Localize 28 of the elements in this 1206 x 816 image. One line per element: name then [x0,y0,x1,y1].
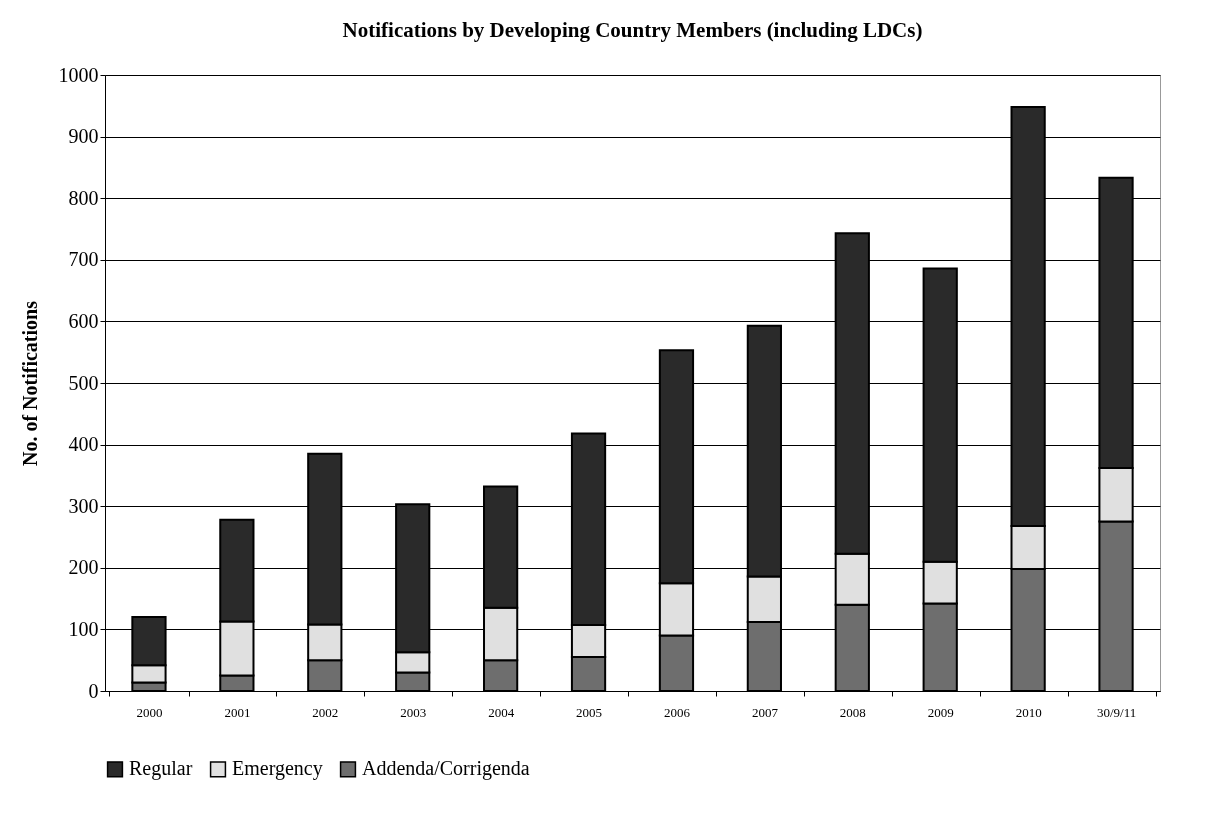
y-tick-label: 100 [68,617,99,640]
y-tick-label: 900 [68,125,99,148]
x-tick-label: 2001 [224,704,251,720]
x-tick-label: 2006 [663,704,691,720]
y-tick-label: 400 [68,433,99,456]
x-tick-label: 2008 [839,704,866,720]
y-tick-label: 0 [88,679,99,702]
y-tick-label: 300 [68,494,99,517]
x-tick-label: 2009 [927,704,954,720]
x-tick-label: 2003 [400,704,427,720]
x-tick-label: 2005 [576,704,603,720]
legend-label: Addenda/Corrigenda [362,757,530,781]
y-axis-title: No. of Notifications [18,300,41,466]
y-tick-label: 700 [68,248,99,271]
x-tick-label: 2002 [312,704,339,720]
legend-label: Emergency [232,757,323,781]
chart-title: Notifications by Developing Country Members (including LDCs) [342,18,923,42]
x-tick-label: 2007 [751,704,779,720]
y-tick-label: 500 [68,371,99,394]
legend-label: Regular [129,757,193,781]
y-tick-label: 1000 [58,63,99,86]
x-tick-label: 2000 [136,704,163,720]
x-tick-label: 2004 [488,704,515,720]
y-tick-label: 800 [68,186,99,209]
y-tick-label: 200 [68,556,99,579]
y-tick-label: 600 [68,309,99,332]
x-tick-label: 30/9/11 [1096,704,1137,720]
x-tick-label: 2010 [1015,704,1042,720]
